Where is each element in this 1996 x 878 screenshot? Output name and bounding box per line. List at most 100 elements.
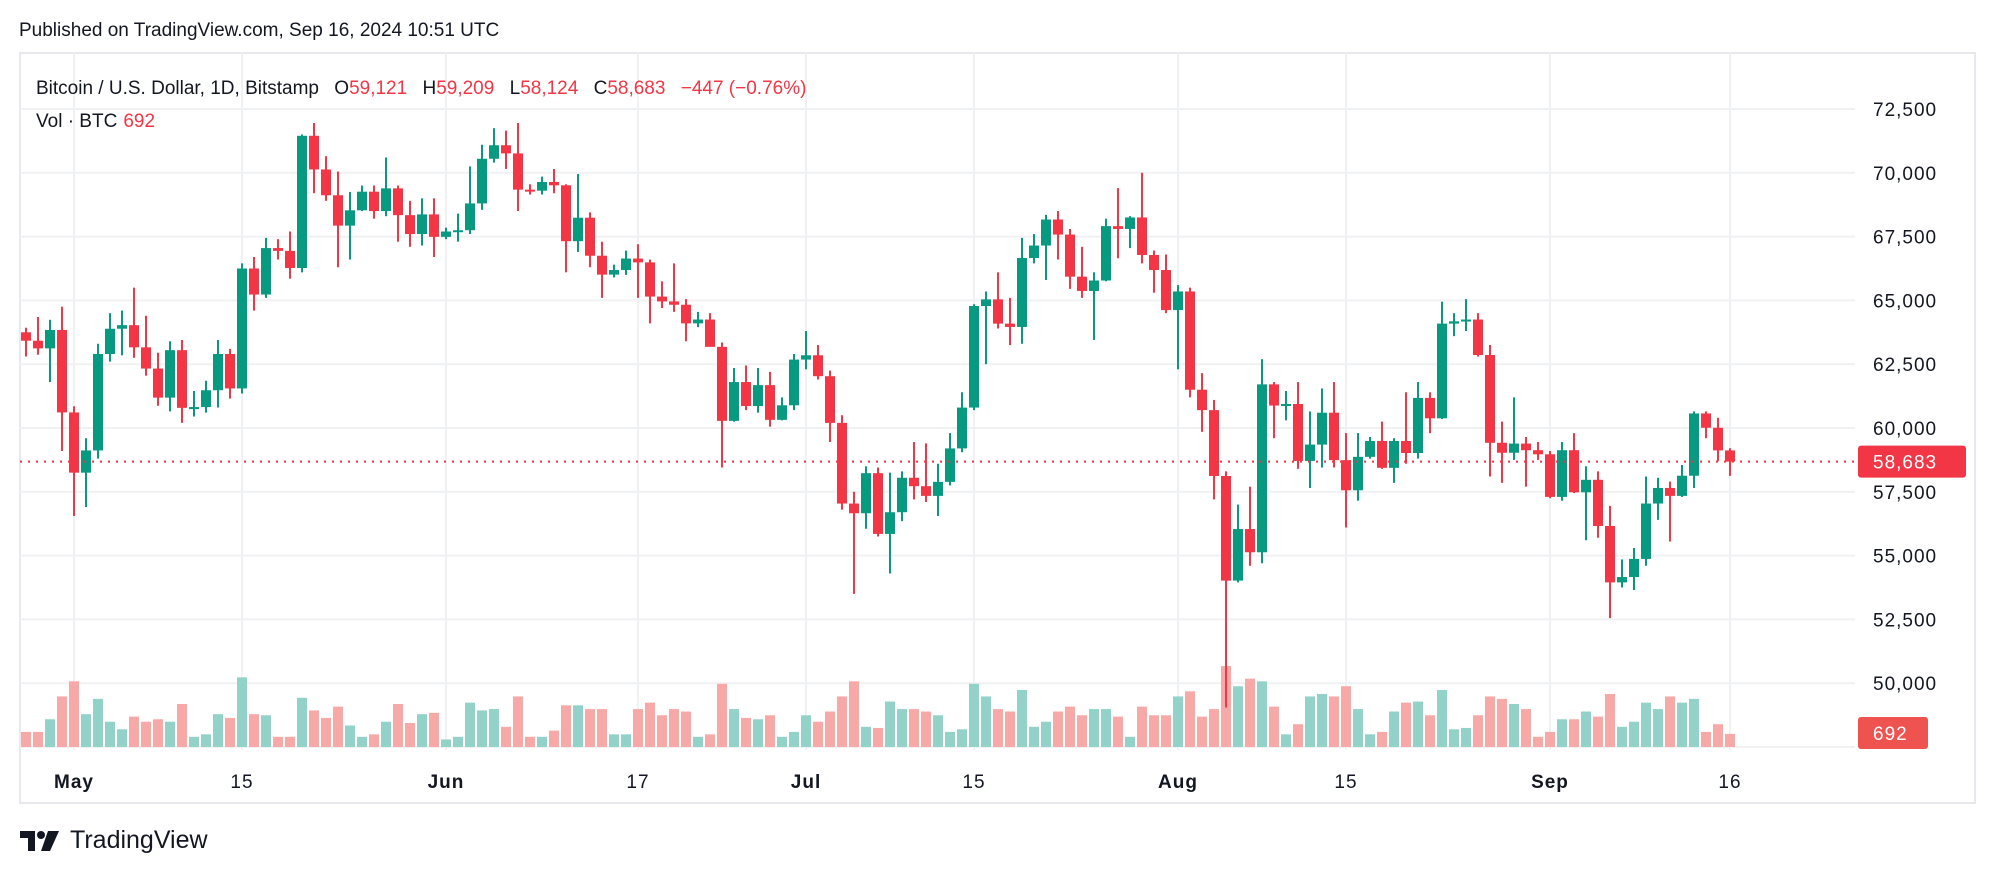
candle-body (1317, 412, 1327, 445)
candle-body (1077, 276, 1087, 291)
candle-body (969, 306, 979, 408)
time-axis[interactable]: May 15 Jun 17 Jul 15 Aug 15 Sep 16 (54, 772, 1742, 793)
candle-body (1329, 412, 1339, 461)
candle-body (693, 319, 703, 324)
candle (141, 315, 151, 376)
candle-body (261, 248, 271, 295)
candle (1221, 471, 1231, 708)
volume-bar (237, 677, 247, 747)
volume-bar (789, 731, 799, 747)
volume-bar (1257, 681, 1267, 747)
candle (1365, 436, 1375, 459)
volume-bar (741, 717, 751, 747)
candle-body (1581, 479, 1591, 493)
candle-body (813, 355, 823, 377)
volume-bar (1689, 698, 1699, 747)
volume-bar (585, 709, 595, 747)
candle (69, 406, 79, 517)
volume-bar (429, 712, 439, 747)
price-tick-label: 57,500 (1873, 483, 1937, 504)
candle-body (513, 153, 523, 190)
volume-bar (837, 696, 847, 747)
candle-body (165, 350, 175, 398)
candle-body (1137, 217, 1147, 255)
candle-body (69, 412, 79, 473)
candle (1053, 211, 1063, 260)
candle (909, 442, 919, 500)
volume-bar (1341, 686, 1351, 747)
candle (1161, 254, 1171, 314)
candle (1269, 382, 1279, 439)
volume-bar (1005, 711, 1015, 747)
candle (405, 200, 415, 247)
candle-body (429, 214, 439, 237)
volume-bar (597, 709, 607, 747)
candle-body (1653, 487, 1663, 504)
candle-body (1125, 217, 1135, 229)
candle (369, 185, 379, 219)
candle-body (1257, 384, 1267, 553)
volume-bar (489, 709, 499, 747)
candle (957, 392, 967, 453)
candle-body (609, 270, 619, 275)
candle-body (1473, 319, 1483, 356)
candle (1425, 392, 1435, 434)
candle-body (1449, 321, 1459, 324)
candle (381, 157, 391, 217)
candle (201, 380, 211, 413)
candle (1293, 382, 1303, 469)
volume-bar (1713, 724, 1723, 747)
candle-body (477, 158, 487, 204)
candle (597, 241, 607, 298)
price-tick-label: 72,500 (1873, 100, 1937, 121)
volume-bar (825, 711, 835, 747)
candle (669, 263, 679, 312)
candle-body (1113, 226, 1123, 229)
candle (1245, 486, 1255, 566)
volume-bar (1077, 715, 1087, 747)
volume-bar (609, 734, 619, 747)
volume-bar (1557, 719, 1567, 747)
last-price-label: 58,683 (1873, 453, 1937, 474)
volume-bar (1413, 701, 1423, 747)
volume-bar (1353, 709, 1363, 747)
candle-body (393, 188, 403, 216)
volume-bar (1701, 731, 1711, 747)
candle (1401, 392, 1411, 464)
candle (693, 311, 703, 328)
volume-bar (477, 710, 487, 747)
candle (501, 130, 511, 169)
volume-bar (1065, 706, 1075, 747)
candle (825, 370, 835, 443)
volume-bar (1113, 716, 1123, 747)
candle-body (177, 350, 187, 408)
candle (1641, 476, 1651, 566)
candle-body (1269, 384, 1279, 406)
candle (1149, 250, 1159, 293)
volume-bar (1533, 736, 1543, 747)
candle-body (1521, 443, 1531, 451)
candle (777, 397, 787, 421)
volume-bar (1233, 686, 1243, 747)
volume-bar (945, 731, 955, 747)
candle-body (921, 486, 931, 496)
volume-bar (1425, 715, 1435, 747)
candle-body (1401, 441, 1411, 454)
candle-body (1533, 450, 1543, 455)
candle (1581, 466, 1591, 541)
candle (945, 433, 955, 486)
volume-bar (1029, 726, 1039, 747)
candle (1473, 313, 1483, 357)
candle (213, 339, 223, 408)
candle (105, 313, 115, 362)
candle-body (33, 340, 43, 349)
candle-body (369, 191, 379, 212)
footer-brand[interactable]: TradingView (20, 826, 208, 855)
candle (1689, 411, 1699, 488)
time-tick-label: Sep (1531, 772, 1569, 793)
candle (1341, 433, 1351, 528)
candle-body (1161, 270, 1171, 311)
candle (477, 144, 487, 210)
price-axis[interactable]: 50,000 52,500 55,000 57,500 60,000 62,500 65,0… (1873, 100, 1937, 695)
